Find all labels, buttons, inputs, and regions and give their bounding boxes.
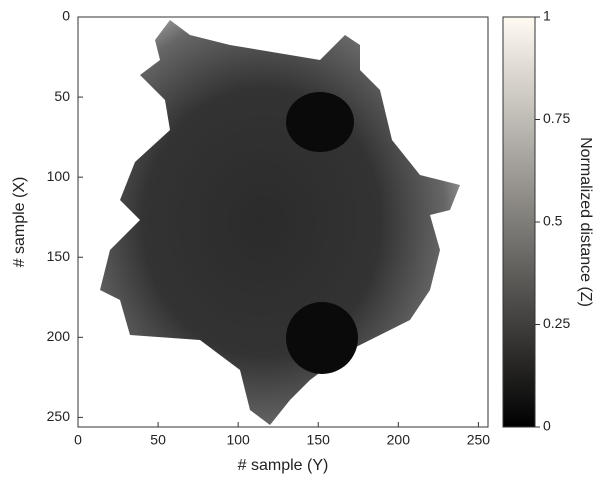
- y-axis-label: # sample (X): [11, 177, 28, 268]
- colorbar-tick-label: 0: [543, 418, 551, 434]
- dark-region: [286, 92, 354, 152]
- dark-region: [286, 302, 358, 374]
- object-region: [100, 20, 460, 425]
- colorbar-tick-label: 1: [543, 8, 551, 24]
- y-tick-label: 250: [47, 408, 71, 424]
- x-tick-label: 0: [74, 432, 82, 448]
- x-tick-label: 50: [150, 432, 166, 448]
- colorbar-label: Normalized distance (Z): [577, 137, 594, 307]
- y-tick-label: 100: [47, 168, 71, 184]
- colorbar-tick-label: 0.25: [543, 315, 570, 331]
- chart: # sample (Y) # sample (X) Normalized dis…: [0, 0, 602, 481]
- colorbar-tick-label: 0.75: [543, 110, 570, 126]
- x-tick-label: 100: [226, 432, 250, 448]
- x-tick-label: 200: [387, 432, 411, 448]
- colorbar: [503, 17, 535, 427]
- colorbar-tick-label: 0.5: [543, 213, 563, 229]
- y-tick-label: 200: [47, 328, 71, 344]
- y-tick-label: 50: [54, 88, 70, 104]
- y-tick-label: 0: [62, 8, 70, 24]
- image-shape: [100, 20, 460, 425]
- y-tick-label: 150: [47, 248, 71, 264]
- x-tick-label: 250: [467, 432, 491, 448]
- x-tick-label: 150: [307, 432, 331, 448]
- x-axis-label: # sample (Y): [238, 457, 329, 474]
